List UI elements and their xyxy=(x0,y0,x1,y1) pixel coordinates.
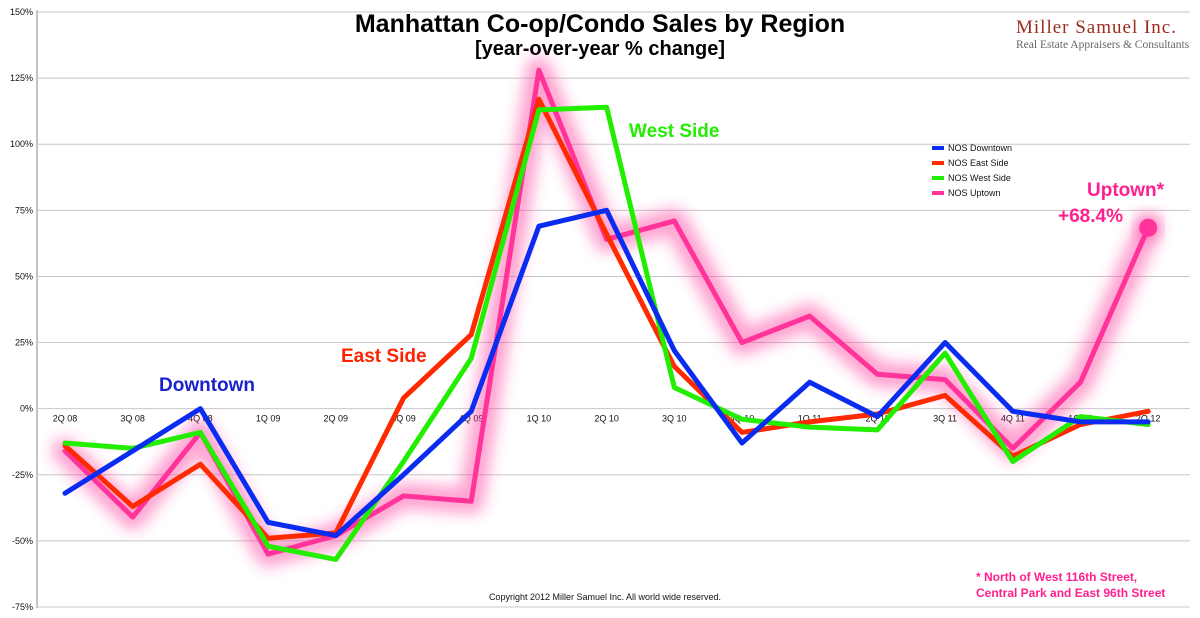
series-lines xyxy=(62,67,1151,562)
chart-subtitle: [year-over-year % change] xyxy=(475,38,725,60)
series-markers xyxy=(1134,213,1163,242)
annotation-east-side: East Side xyxy=(341,346,427,367)
x-tick-label: 3Q 09 xyxy=(391,414,416,424)
x-tick-label: 4Q 11 xyxy=(1001,414,1025,424)
y-tick-label: 75% xyxy=(15,205,33,215)
legend-label: NOS West Side xyxy=(948,173,1011,183)
legend-label: NOS Uptown xyxy=(948,188,1001,198)
chart-title: Manhattan Co-op/Condo Sales by Region xyxy=(355,10,845,38)
legend-label: NOS Downtown xyxy=(948,143,1012,153)
y-tick-label: 125% xyxy=(10,73,33,83)
x-tick-label: 1Q 11 xyxy=(798,414,822,424)
x-tick-label: 2Q 09 xyxy=(324,414,349,424)
legend: NOS Downtown NOS East Side NOS West Side NO… xyxy=(932,143,1012,198)
footnote-line-1: * North of West 116th Street, xyxy=(976,570,1137,584)
x-tick-label: 4Q 08 xyxy=(188,414,213,424)
y-tick-label: 0% xyxy=(20,404,33,414)
series-line-nos-east-side xyxy=(62,96,1151,541)
x-tick-label: 1Q 09 xyxy=(256,414,281,424)
footnote-line-2: Central Park and East 96th Street xyxy=(976,586,1165,600)
y-axis-ticks: 150% 125% 100% 75% 50% 25% 0% -25% -50% -75% xyxy=(10,7,33,612)
y-tick-label: -50% xyxy=(12,536,33,546)
annotation-uptown-title: Uptown* xyxy=(1087,180,1165,201)
x-tick-label: 2Q 12 xyxy=(1136,414,1161,424)
y-tick-label: -75% xyxy=(12,602,33,612)
x-tick-label: 1Q 10 xyxy=(527,414,552,424)
y-tick-label: 50% xyxy=(15,271,33,281)
annotation-downtown: Downtown xyxy=(159,375,255,396)
y-tick-label: 150% xyxy=(10,7,33,17)
x-tick-label: 2Q 08 xyxy=(53,414,78,424)
annotation-west-side: West Side xyxy=(629,121,719,142)
brand-name: Miller Samuel Inc. xyxy=(1016,17,1177,38)
series-line-nos-west-side xyxy=(62,104,1151,562)
series-line-nos-downtown xyxy=(62,207,1151,539)
copyright-text: Copyright 2012 Miller Samuel Inc. All wo… xyxy=(489,592,721,602)
gridlines xyxy=(37,11,1190,608)
y-tick-label: 100% xyxy=(10,139,33,149)
brand-tagline: Real Estate Appraisers & Consultants xyxy=(1016,39,1190,51)
legend-label: NOS East Side xyxy=(948,158,1009,168)
x-tick-label: 2Q 10 xyxy=(594,414,619,424)
y-tick-label: 25% xyxy=(15,338,33,348)
x-tick-label: 3Q 10 xyxy=(662,414,687,424)
x-tick-label: 3Q 11 xyxy=(933,414,957,424)
x-tick-label: 3Q 08 xyxy=(120,414,145,424)
brand-logo: Miller Samuel Inc. Real Estate Appraiser… xyxy=(1016,17,1190,51)
annotation-uptown-value: +68.4% xyxy=(1058,206,1123,227)
uptown-endpoint-marker xyxy=(1139,218,1158,237)
y-tick-label: -25% xyxy=(12,470,33,480)
